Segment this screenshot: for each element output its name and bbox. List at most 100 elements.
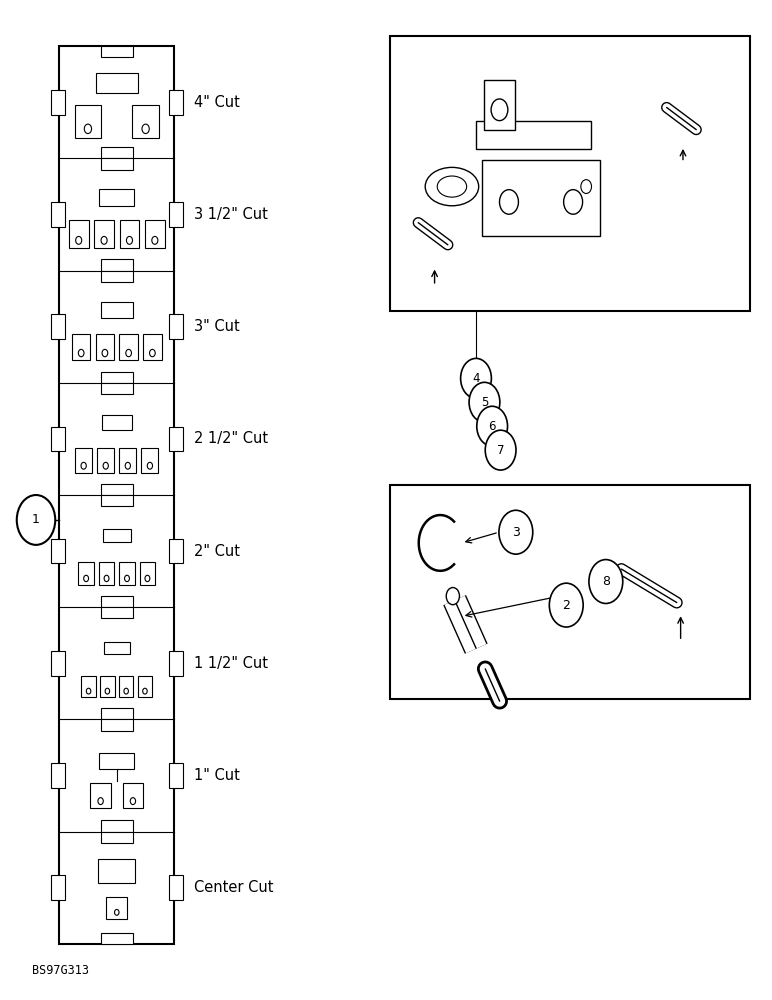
Circle shape <box>98 798 103 805</box>
Circle shape <box>581 180 591 193</box>
Bar <box>169 539 183 563</box>
Bar <box>120 220 139 248</box>
Circle shape <box>101 236 107 244</box>
Circle shape <box>127 236 133 244</box>
Circle shape <box>86 688 91 694</box>
Bar <box>96 73 137 93</box>
Circle shape <box>105 688 110 694</box>
Text: 3" Cut: 3" Cut <box>194 319 239 334</box>
Text: 1" Cut: 1" Cut <box>194 768 239 783</box>
Bar <box>169 314 183 339</box>
Bar <box>140 562 155 585</box>
Bar <box>143 334 161 360</box>
Circle shape <box>103 462 108 469</box>
Bar <box>169 427 183 451</box>
Bar <box>72 334 90 360</box>
Circle shape <box>17 495 56 545</box>
Circle shape <box>461 358 492 398</box>
Bar <box>100 607 133 618</box>
Bar <box>145 220 164 248</box>
Bar <box>100 383 133 394</box>
Bar <box>482 160 601 236</box>
Circle shape <box>125 462 130 469</box>
Text: 5: 5 <box>481 396 488 409</box>
Text: 6: 6 <box>489 420 496 433</box>
Circle shape <box>152 236 158 244</box>
Bar <box>100 676 114 697</box>
Bar <box>123 783 144 808</box>
Text: Center Cut: Center Cut <box>194 880 273 895</box>
Bar <box>169 875 183 900</box>
Text: 7: 7 <box>497 444 504 457</box>
Bar <box>51 651 65 676</box>
Bar <box>51 875 65 900</box>
Bar <box>103 529 130 542</box>
Circle shape <box>114 909 119 915</box>
Bar <box>100 933 133 944</box>
Circle shape <box>104 575 109 582</box>
Bar <box>97 448 114 473</box>
Bar <box>90 783 111 808</box>
Circle shape <box>84 124 92 134</box>
Circle shape <box>550 583 583 627</box>
Circle shape <box>477 406 507 446</box>
Ellipse shape <box>425 167 479 206</box>
Circle shape <box>499 190 519 214</box>
Bar <box>390 36 750 311</box>
Bar <box>96 334 114 360</box>
Bar <box>484 80 515 130</box>
Bar <box>75 448 92 473</box>
Circle shape <box>130 798 136 805</box>
Bar <box>169 651 183 676</box>
Circle shape <box>83 575 89 582</box>
Circle shape <box>81 462 86 469</box>
Bar <box>104 642 130 654</box>
Bar <box>141 448 158 473</box>
Bar <box>99 562 114 585</box>
Text: 8: 8 <box>602 575 610 588</box>
Circle shape <box>143 688 147 694</box>
Bar <box>100 832 133 843</box>
Bar <box>100 596 133 607</box>
Bar <box>100 158 133 170</box>
Bar <box>51 90 65 115</box>
Bar <box>59 46 174 944</box>
Bar <box>100 708 133 719</box>
Circle shape <box>150 349 155 357</box>
Bar <box>100 271 133 282</box>
Bar <box>51 539 65 563</box>
Circle shape <box>491 99 508 121</box>
Ellipse shape <box>437 176 466 197</box>
Circle shape <box>486 430 516 470</box>
Text: 1: 1 <box>32 513 40 526</box>
Bar <box>69 220 89 248</box>
Bar <box>98 859 135 883</box>
Circle shape <box>76 236 82 244</box>
Bar <box>100 484 133 495</box>
Bar <box>100 372 133 383</box>
Circle shape <box>102 349 108 357</box>
Bar <box>169 90 183 115</box>
Bar <box>75 105 101 138</box>
Circle shape <box>126 349 131 357</box>
Bar <box>120 448 137 473</box>
Text: 4" Cut: 4" Cut <box>194 95 239 110</box>
Text: 2 1/2" Cut: 2 1/2" Cut <box>194 431 268 446</box>
Circle shape <box>78 349 84 357</box>
Bar <box>81 676 96 697</box>
Circle shape <box>124 575 130 582</box>
Bar <box>100 259 133 271</box>
Bar <box>102 415 132 430</box>
Bar <box>100 820 133 832</box>
Bar <box>169 202 183 227</box>
Bar <box>51 427 65 451</box>
Polygon shape <box>476 121 591 149</box>
Text: 3: 3 <box>512 526 520 539</box>
Bar <box>51 763 65 788</box>
Circle shape <box>142 124 149 134</box>
Text: 4: 4 <box>472 372 479 385</box>
Text: BS97G313: BS97G313 <box>32 964 89 977</box>
Text: 2" Cut: 2" Cut <box>194 544 239 559</box>
Bar <box>94 220 114 248</box>
Circle shape <box>499 510 533 554</box>
